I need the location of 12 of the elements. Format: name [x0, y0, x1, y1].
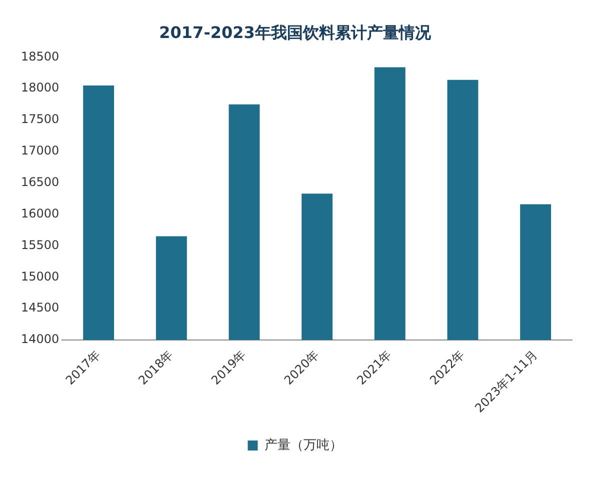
y-tick-label: 14500 — [20, 300, 60, 315]
y-tick-label: 18500 — [20, 49, 60, 64]
y-tick-label: 18000 — [20, 80, 60, 95]
y-tick-label: 15000 — [20, 269, 60, 284]
y-tick-label: 17000 — [20, 144, 60, 158]
y-tick-label: 15500 — [20, 238, 60, 252]
y-tick-label: 16500 — [20, 175, 60, 190]
chart-title: 2017-2023年我国饮料累计产量情况 — [159, 22, 432, 42]
y-tick-label: 16000 — [20, 206, 60, 220]
y-tick-label: 14000 — [20, 332, 60, 346]
y-tick-label: 17500 — [20, 112, 60, 126]
legend-label: 产量（万吨） — [264, 438, 342, 453]
